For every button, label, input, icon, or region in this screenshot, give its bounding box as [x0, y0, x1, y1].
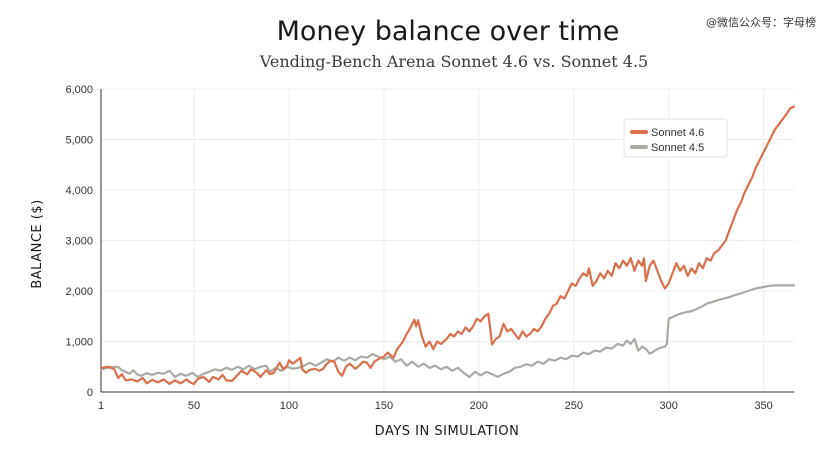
- x-tick-label: 300: [660, 400, 678, 412]
- x-axis-label: DAYS IN SIMULATION: [375, 424, 520, 439]
- x-tick-label: 1: [98, 400, 104, 412]
- chart-subtitle: Vending-Bench Arena Sonnet 4.6 vs. Sonne…: [259, 52, 649, 71]
- y-tick-label: 6,000: [65, 84, 93, 96]
- x-tick-label: 350: [754, 400, 772, 412]
- x-tick-label: 250: [565, 400, 583, 412]
- legend: Sonnet 4.6 Sonnet 4.5: [623, 118, 728, 158]
- y-tick-label: 1,000: [65, 337, 93, 349]
- x-tick-label: 100: [280, 400, 298, 412]
- series-line-sonnet-4-6: [99, 105, 796, 385]
- series-line-sonnet-4-5: [99, 284, 796, 378]
- y-tick-label: 3,000: [65, 236, 93, 248]
- y-tick-label: 4,000: [65, 185, 93, 197]
- x-tick-label: 50: [188, 400, 200, 412]
- watermark-text: @微信公众号：字母榜: [706, 16, 816, 29]
- legend-entry-label: Sonnet 4.5: [651, 142, 704, 154]
- x-tick-label: 150: [375, 400, 393, 412]
- legend-entry-label: Sonnet 4.6: [651, 127, 704, 139]
- chart-title: Money balance over time: [276, 16, 620, 47]
- y-tick-label: 0: [87, 387, 93, 399]
- y-tick-label: 2,000: [65, 286, 93, 298]
- y-axis-label: BALANCE ($): [30, 199, 45, 288]
- y-tick-label: 5,000: [65, 135, 93, 147]
- series-layer: [99, 105, 796, 385]
- legend-box: [623, 118, 728, 158]
- x-tick-label: 200: [470, 400, 488, 412]
